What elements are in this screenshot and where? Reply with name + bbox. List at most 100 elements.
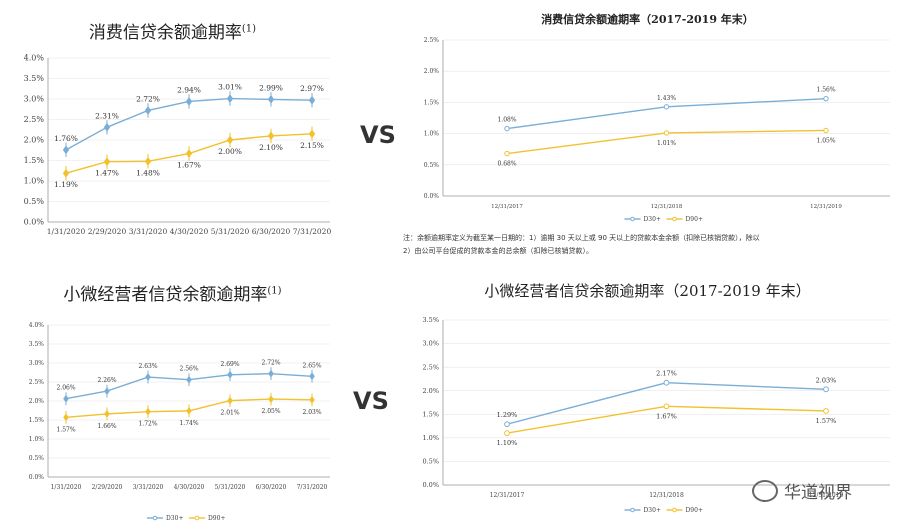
data-label-d90: 1.05% <box>816 137 835 144</box>
legend-label: D90+ <box>208 515 225 522</box>
data-label-d90: 0.68% <box>497 161 516 168</box>
series-line-d30 <box>506 97 827 130</box>
x-tick-label: 12/31/2017 <box>490 492 525 499</box>
y-tick-label: 2.0% <box>422 387 439 395</box>
data-label-d30: 2.56% <box>179 366 198 373</box>
chart-plot: 0.0% 0.5% 1.0% 1.5% 2.0% 2.5% 3.0% 3.5% 12/31/20… <box>422 316 890 514</box>
y-tick-label: 4.0% <box>29 322 45 329</box>
y-tick-label: 0.5% <box>424 162 440 169</box>
data-label-d30: 2.31% <box>95 111 119 120</box>
y-tick-label: 0.0% <box>24 218 45 227</box>
x-tick-label: 6/30/2020 <box>252 227 291 236</box>
chart-title-text: 消费信贷余额逾期率 <box>88 23 242 43</box>
chart-title-text: 小微经营者信贷余额逾期率 <box>63 285 268 305</box>
x-tick-label: 6/30/2020 <box>256 484 287 491</box>
data-label-d30: 2.06% <box>56 385 75 392</box>
watermark-text: 华道视界 <box>784 483 852 503</box>
chart-smb-monthly: 小微经营者信贷余额逾期率(1) 0.0% 0.5% 1.0% 1.5% 2.0% 2.5%… <box>0 270 345 529</box>
y-tick-label: 0.0% <box>424 193 440 200</box>
y-tick-label: 1.5% <box>424 99 440 106</box>
data-label-d30: 2.72% <box>136 94 160 103</box>
x-tick-label: 1/31/2020 <box>51 484 82 491</box>
data-label-d90: 1.67% <box>177 161 201 170</box>
data-point-d90 <box>504 430 510 437</box>
data-label-d30: 2.26% <box>97 377 116 384</box>
data-label-d90: 2.05% <box>261 408 280 415</box>
x-tick-label: 4/30/2020 <box>170 227 209 236</box>
legend-label: D90+ <box>686 507 703 514</box>
data-label-d90: 1.66% <box>97 423 116 430</box>
data-label-d30: 2.63% <box>138 363 157 370</box>
data-point-d30 <box>823 386 829 393</box>
chart-plot: 0.0% 0.5% 1.0% 1.5% 2.0% 2.5% 3.0% 3.5% 4.0% 1/31… <box>24 54 332 236</box>
vs-label-bottom: VS <box>353 387 389 415</box>
data-label-d30: 2.65% <box>302 362 321 369</box>
x-tick-label: 2/29/2020 <box>92 484 123 491</box>
data-label-d30: 1.43% <box>657 95 676 102</box>
chart-plot: 0.0% 0.5% 1.0% 1.5% 2.0% 2.5% 12/31/2017 12/31/… <box>424 37 890 223</box>
legend-marker-d30 <box>630 507 635 513</box>
data-point-d30 <box>504 421 510 428</box>
data-point-d30 <box>504 125 510 132</box>
wechat-icon <box>752 479 778 502</box>
data-label-d90: 1.57% <box>56 426 75 433</box>
x-tick-label: 3/31/2020 <box>133 484 164 491</box>
chart-title-sup: (1) <box>267 285 282 297</box>
chart-note: 注：余额逾期率定义为截至某一日期的：1）逾期 30 天以上或 90 天以上的贷款… <box>403 232 760 258</box>
x-tick-label: 12/31/2018 <box>651 204 683 210</box>
y-tick-label: 2.5% <box>24 115 45 124</box>
x-tick-label: 12/31/2018 <box>649 492 684 499</box>
chart-consumer-annual: 消费信贷余额逾期率（2017-2019 年末） 0.0% 0.5% 1.0% 1.5%… <box>395 0 900 270</box>
legend-label: D30+ <box>166 515 183 522</box>
chart-title-sup: (1) <box>241 23 257 35</box>
data-label-d30: 2.03% <box>816 376 837 384</box>
data-label-d30: 2.97% <box>300 84 324 93</box>
chart-title: 小微经营者信贷余额逾期率(1) <box>0 280 345 305</box>
data-label-d90: 2.10% <box>259 143 283 152</box>
vs-label-top: VS <box>360 121 396 149</box>
chart-title: 消费信贷余额逾期率（2017-2019 年末） <box>541 13 754 26</box>
data-point-d90 <box>823 127 829 134</box>
x-tick-label: 5/31/2020 <box>211 227 250 236</box>
y-tick-label: 1.5% <box>422 410 439 418</box>
chart-smb-annual: 小微经营者信贷余额逾期率（2017-2019 年末） 0.0% 0.5% 1.0% 1… <box>395 270 900 529</box>
chart-title: 小微经营者信贷余额逾期率（2017-2019 年末） <box>484 282 811 300</box>
y-tick-label: 1.5% <box>29 417 45 424</box>
legend-marker-d90 <box>672 216 677 222</box>
data-label-d90: 1.74% <box>179 420 198 427</box>
data-label-d90: 1.01% <box>657 140 676 147</box>
x-tick-label: 1/31/2020 <box>47 227 86 236</box>
data-label-d90: 1.10% <box>497 439 518 447</box>
legend-marker-d90 <box>672 507 677 513</box>
y-tick-label: 1.5% <box>24 156 45 165</box>
y-tick-label: 1.0% <box>24 177 45 186</box>
data-point-d30 <box>823 95 829 102</box>
y-tick-label: 0.0% <box>29 474 45 481</box>
y-tick-label: 1.0% <box>422 434 439 442</box>
legend-marker-d30 <box>152 515 158 521</box>
data-label-d90: 1.57% <box>816 417 837 425</box>
data-point-d30 <box>663 104 670 110</box>
data-point-d90 <box>504 150 510 157</box>
y-tick-label: 2.0% <box>424 68 440 75</box>
data-label-d90: 2.01% <box>220 410 239 417</box>
data-label-d30: 2.94% <box>177 85 201 94</box>
data-label-d90: 1.67% <box>656 412 677 420</box>
data-label-d30: 1.56% <box>816 87 835 94</box>
y-tick-label: 3.5% <box>422 316 439 324</box>
y-tick-label: 3.0% <box>422 340 439 348</box>
data-label-d30: 1.08% <box>497 117 516 124</box>
data-point-d90 <box>663 403 670 410</box>
watermark: 华道视界 <box>752 478 852 503</box>
data-label-d30: 2.69% <box>220 361 239 368</box>
data-label-d90: 1.48% <box>136 168 160 177</box>
y-tick-label: 2.0% <box>29 398 45 405</box>
x-tick-label: 2/29/2020 <box>88 227 127 236</box>
x-tick-label: 3/31/2020 <box>129 227 168 236</box>
data-label-d90: 1.47% <box>95 169 119 178</box>
data-point-d90 <box>823 408 829 414</box>
y-tick-label: 0.5% <box>24 197 45 206</box>
y-tick-label: 2.5% <box>422 363 439 371</box>
chart-plot: 0.0% 0.5% 1.0% 1.5% 2.0% 2.5% 3.0% 3.5% 4.0% 1/31… <box>29 322 330 522</box>
y-tick-label: 0.0% <box>422 481 439 489</box>
